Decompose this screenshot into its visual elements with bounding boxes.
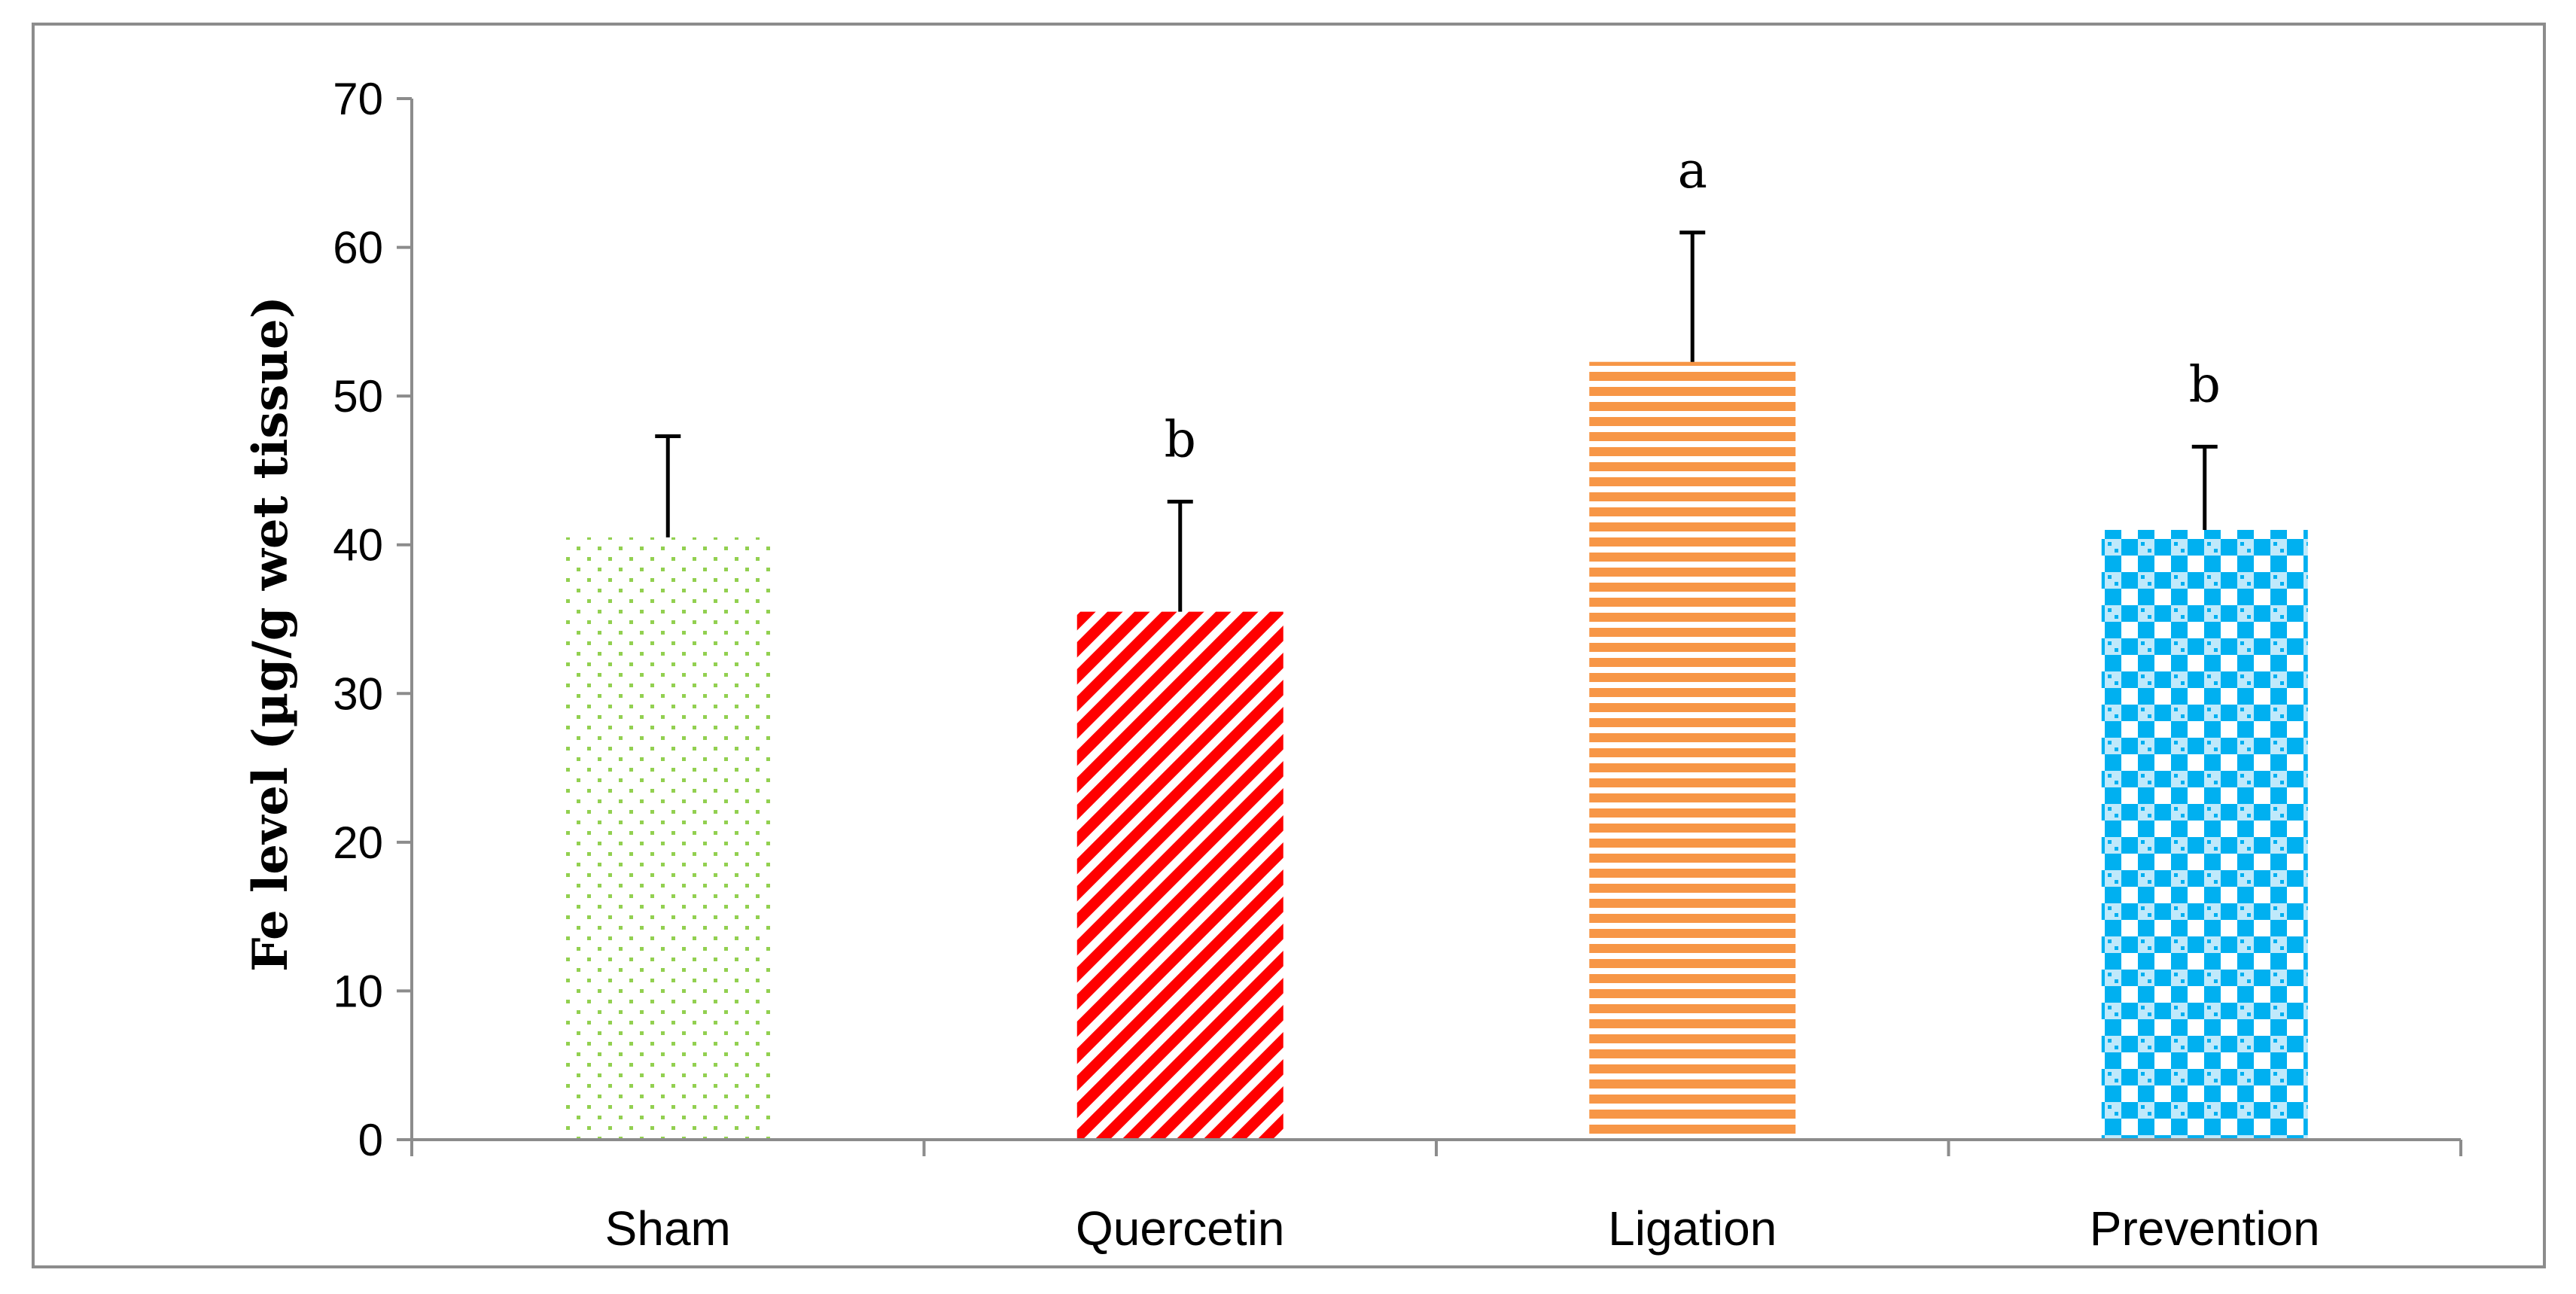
y-tick-label: 60: [333, 223, 383, 273]
bars-group: [565, 361, 2308, 1138]
bar-ligation: [1589, 361, 1796, 1138]
y-tick-label: 70: [333, 74, 383, 124]
significance-label-prevention: b: [2189, 355, 2221, 413]
bar-sham: [565, 537, 772, 1138]
x-category-label: Prevention: [2090, 1201, 2320, 1256]
chart-frame: Fe level (µg/g wet tissue) 0 10 20 30 40 50 60…: [32, 23, 2546, 1268]
y-tick-label: 10: [333, 966, 383, 1016]
bar-chart: Fe level (µg/g wet tissue) 0 10 20 30 40 50 60…: [242, 74, 2462, 1256]
x-category-label: Sham: [605, 1201, 731, 1256]
bar-prevention: [2101, 529, 2308, 1138]
x-category-label: Ligation: [1608, 1201, 1777, 1256]
error-bars-group: [655, 230, 2218, 612]
significance-label-ligation: a: [1678, 142, 1707, 199]
bar-quercetin: [1076, 611, 1283, 1138]
y-axis-title: Fe level (µg/g wet tissue): [242, 296, 299, 972]
y-tick-label: 50: [333, 371, 383, 422]
y-tick-label: 30: [333, 668, 383, 719]
y-tick-label: 0: [358, 1115, 383, 1165]
significance-labels: b a b: [1165, 142, 2221, 469]
category-labels: Sham Quercetin Ligation Prevention: [605, 1201, 2320, 1256]
x-axis: [410, 1138, 2462, 1156]
x-category-label: Quercetin: [1076, 1201, 1284, 1256]
y-tick-label: 40: [333, 520, 383, 571]
significance-label-quercetin: b: [1165, 410, 1196, 468]
y-axis: 0 10 20 30 40 50 60 70: [333, 74, 413, 1165]
y-tick-label: 20: [333, 818, 383, 868]
